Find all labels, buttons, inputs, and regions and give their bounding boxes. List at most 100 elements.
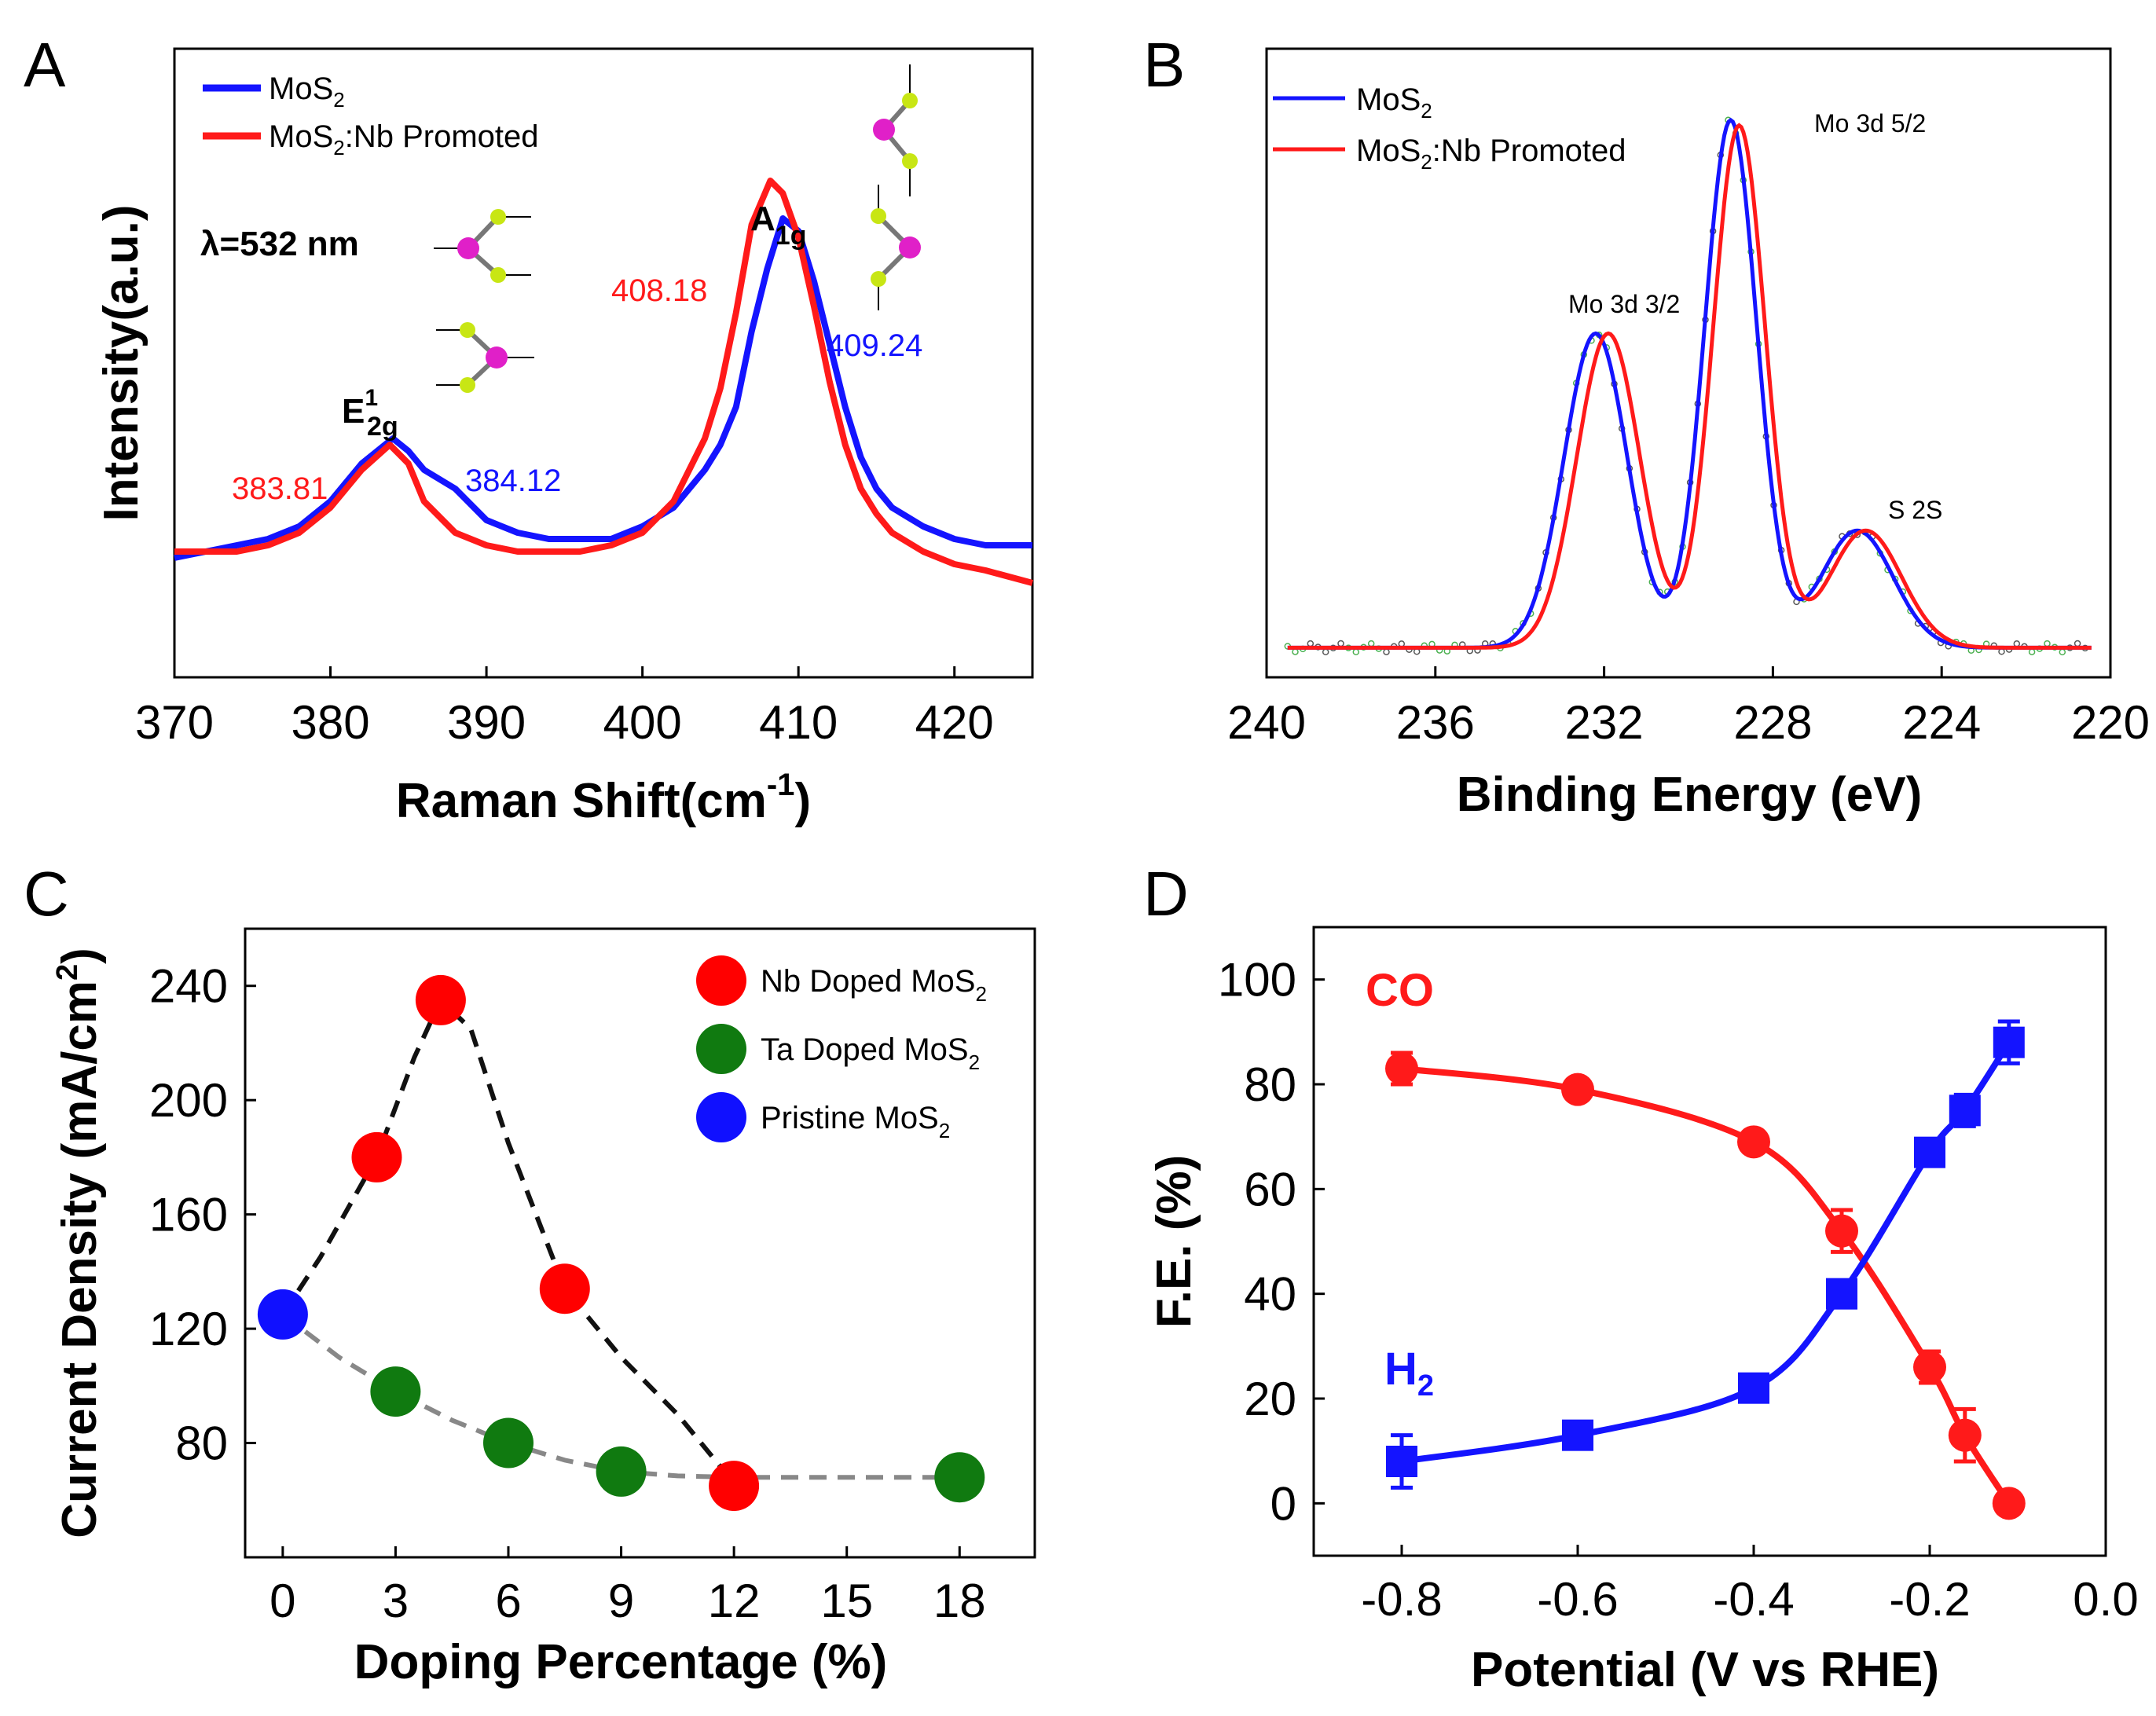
x-tick-label-1: -0.6 [1537,1573,1618,1626]
panel-c-label: C [24,859,69,929]
x-tick-label-15: 15 [820,1575,873,1627]
panel-d-y-axis-label: F.E. (%) [1147,1155,1201,1328]
peak-label-mo-3d-3-2: Mo 3d 3/2 [1568,290,1680,318]
series-line-co [1401,1065,2012,1505]
panel-c-frame [244,927,1036,1559]
y-tick-label-80: 80 [1244,1058,1296,1111]
x-tick-label-370: 370 [135,696,214,749]
panel-c-y-axis-label: Current Density (mA/cm2) [51,948,107,1538]
y-tick-label-160: 160 [149,1189,228,1241]
legend-label-mos2: MoS2 [1356,82,1432,123]
raw-data-point [1307,640,1314,647]
legend-label-mos2-nb: MoS2:Nb Promoted [1356,134,1626,174]
legend-marker-pristine [696,1092,746,1142]
x-tick-label-240: 240 [1227,696,1306,749]
data-point-co [1992,1487,2026,1520]
e2g-mode-diagram-2-icon [436,322,534,393]
data-point-co [1913,1351,1946,1384]
raw-data-point [2044,640,2051,647]
series-line-h2 [1401,1040,2012,1465]
raw-data-point [1292,648,1299,655]
panel-b-xps: B 240 236 232 228 224 220 MoS2 MoS2:Nb Promot… [1143,30,2150,822]
data-point-co [1737,1125,1770,1159]
y-tick-label-100: 100 [1218,954,1296,1006]
x-tick-label-6: 6 [495,1575,521,1627]
peak-value-384-12: 384.12 [465,464,561,498]
x-tick-label-410: 410 [759,696,838,749]
peak-label-s-2s: S 2S [1888,496,1942,524]
a1g-mode-diagram-1-icon [873,64,918,196]
x-tick-label-18: 18 [933,1575,986,1627]
y-tick-label-0: 0 [1270,1477,1296,1530]
raw-data-point [2074,640,2081,647]
data-point-co [1561,1072,1594,1106]
series-label-co: CO [1366,965,1434,1016]
e2g-mode-diagram-1-icon [434,209,531,283]
data-point-ta-doped-mos2 [483,1417,534,1468]
peak-label-a1g: A1g [750,200,806,251]
x-tick-label-2: -0.4 [1713,1573,1794,1626]
series-line-mos2 [174,215,1032,561]
data-point-h2 [1738,1372,1769,1404]
panel-c-ticks: 0 3 6 9 12 15 18 80 120 160 200 240 [149,960,986,1627]
panel-d-label: D [1143,859,1189,929]
raw-data-point [2059,648,2066,656]
legend-marker-nb [696,955,746,1006]
panel-b-x-axis-label: Binding Energy (eV) [1457,768,1922,822]
series-line-mos2 [1287,117,2092,650]
y-tick-label-240: 240 [149,960,228,1013]
raw-data-point [1383,648,1390,655]
series-label-h2: H2 [1384,1344,1434,1402]
data-point-nb-doped-mos2 [415,974,466,1025]
data-point-h2 [1386,1446,1417,1477]
x-tick-label-420: 420 [915,696,994,749]
data-point-h2 [1993,1026,2025,1058]
legend-label-mos2: MoS2 [269,72,345,112]
data-point-nb-doped-mos2 [539,1263,590,1314]
a1g-mode-diagram-2-icon [871,185,921,310]
peak-value-383-81: 383.81 [232,471,328,506]
series-line-mos2-nb-promoted [1287,123,2092,650]
peak-value-409-24: 409.24 [827,328,922,363]
x-tick-label-3: -0.2 [1889,1573,1970,1626]
panel-a-label: A [24,30,66,100]
data-point-co [1948,1418,1982,1452]
raw-data-point [1352,648,1360,656]
panel-a-x-axis-label: Raman Shift(cm-1) [396,768,811,828]
data-point-nb-doped-mos2 [351,1131,402,1182]
panel-c-legend: Nb Doped MoS2 Ta Doped MoS2 Pristine MoS… [696,955,987,1142]
panel-d-frame [1312,926,2107,1557]
legend-label-ta: Ta Doped MoS2 [761,1032,980,1074]
x-tick-label-0: -0.8 [1361,1573,1442,1626]
legend-label-nb: Nb Doped MoS2 [761,964,987,1006]
panel-a-series [174,178,1034,586]
raw-data-point [1322,648,1329,656]
data-point-co [1825,1214,1858,1248]
panel-c-current-density: C 0 3 6 9 12 15 18 80 120 160 200 240 Nb Doped MoS2… [24,859,1036,1689]
panel-d-series [1385,1019,2026,1520]
data-point-ta-doped-mos2 [934,1452,985,1503]
y-tick-label-200: 200 [149,1074,228,1127]
legend-label-mos2-nb: MoS2:Nb Promoted [269,119,539,160]
data-point-nb-doped-mos2 [709,1461,760,1512]
panel-b-x-ticks: 240 236 232 228 224 220 [1227,666,2150,749]
x-tick-label-232: 232 [1565,696,1644,749]
y-tick-label-40: 40 [1244,1268,1296,1321]
data-point-h2 [1562,1419,1593,1451]
panel-b-series [1284,116,2092,656]
panel-b-frame [1265,47,2112,679]
x-tick-label-380: 380 [291,696,369,749]
x-tick-label-400: 400 [603,696,682,749]
x-tick-label-3: 3 [383,1575,409,1627]
panel-c-x-axis-label: Doping Percentage (%) [354,1635,888,1689]
x-tick-label-9: 9 [608,1575,634,1627]
x-tick-label-224: 224 [1902,696,1981,749]
panel-a-raman: A 370 380 390 400 410 420 MoS2 MoS2:Nb Promot… [24,30,1034,828]
panel-a-frame [173,47,1034,679]
y-tick-label-80: 80 [175,1417,228,1470]
data-point-h2 [1914,1136,1945,1168]
x-tick-label-4: 0.0 [2073,1573,2138,1626]
panel-d-x-axis-label: Potential (V vs RHE) [1471,1643,1939,1697]
panel-c-series [257,974,985,1512]
